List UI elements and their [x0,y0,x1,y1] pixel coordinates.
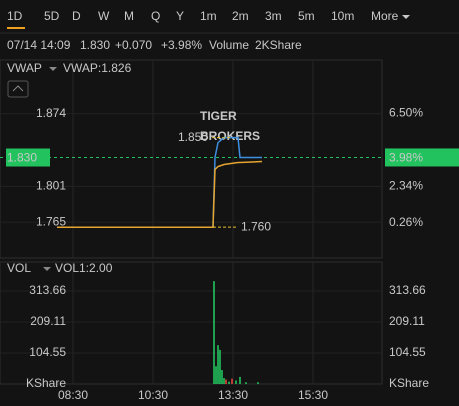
y2-tick-label: 313.66 [389,283,426,297]
volume-bar [221,370,223,384]
current-pct: 3.98% [389,151,423,165]
y-tick-label: 209.11 [30,314,66,328]
volume-bar [219,349,221,384]
y-tick-label: 1.874 [36,106,66,120]
y2-tick-label: 209.11 [389,314,425,328]
y2-tick-label: 6.50% [389,105,423,119]
tab[interactable]: 1D [7,9,23,23]
tab[interactable]: W [98,9,110,23]
y2-tick-label: 104.55 [389,345,426,359]
y2-tick-label: 2.34% [389,178,423,192]
tab[interactable]: D [72,9,81,23]
series-line [57,160,263,228]
panel-frame [0,59,383,259]
quote-volume: 2KShare [255,38,302,52]
tab[interactable]: 2m [232,9,249,23]
quote-change: +0.070 [115,38,152,52]
watermark: BROKERS [200,129,260,143]
indicator-label: VOL [7,261,31,275]
volume-bar [245,382,247,384]
quote-change-pct: +3.98% [161,38,202,52]
tab[interactable]: 3m [265,9,282,23]
y-tick-label: 104.55 [29,345,66,359]
x-tick-label: 10:30 [138,388,168,402]
tab[interactable]: M [124,9,134,23]
volume-bar [228,381,230,384]
indicator-value: VOL1:2.00 [55,261,113,275]
dropdown-icon [49,67,57,71]
collapse-button[interactable] [7,80,29,98]
volume-bar [257,382,259,384]
y-tick-label: 313.66 [29,283,66,297]
y-tick-label: 1.765 [36,214,66,228]
tab[interactable]: 10m [331,9,354,23]
current-pct-tag [385,148,459,167]
unit-label: KShare [26,376,66,390]
volume-bar [217,345,219,384]
annotation-label: 1.760 [241,219,271,233]
x-tick-label: 15:30 [298,388,328,402]
tab[interactable]: More [371,9,399,23]
y-tick-label: 1.801 [36,179,66,193]
tab[interactable]: 5D [44,9,60,23]
annotation-label: 1.850 [178,130,208,144]
quote-volume-label: Volume [209,38,249,52]
indicator-value: VWAP:1.826 [63,61,132,75]
x-tick-label: 13:30 [218,388,248,402]
current-price-tag [6,148,50,167]
tab-underline [7,27,25,29]
quote-time: 07/14 14:09 [7,38,71,52]
volume-bar [215,366,217,384]
watermark: TIGER [200,109,237,123]
quote-price: 1.830 [80,38,110,52]
collapse-icon [12,85,24,92]
unit-label: KShare [389,376,429,390]
dropdown-icon [402,15,410,19]
volume-bar [239,376,241,384]
dropdown-icon [43,267,51,271]
x-tick-label: 08:30 [58,388,88,402]
volume-bar [235,380,237,384]
volume-bar [225,379,227,384]
volume-bar [223,378,225,384]
tab[interactable]: Y [176,9,184,23]
volume-bar [213,281,215,384]
panel-frame [0,261,383,385]
volume-bar [231,378,233,384]
y2-tick-label: 0.26% [389,215,423,229]
indicator-label: VWAP [7,61,42,75]
tab[interactable]: 1m [200,9,217,23]
current-price: 1.830 [7,151,37,165]
tab[interactable]: 5m [298,9,315,23]
tab[interactable]: Q [151,9,160,23]
